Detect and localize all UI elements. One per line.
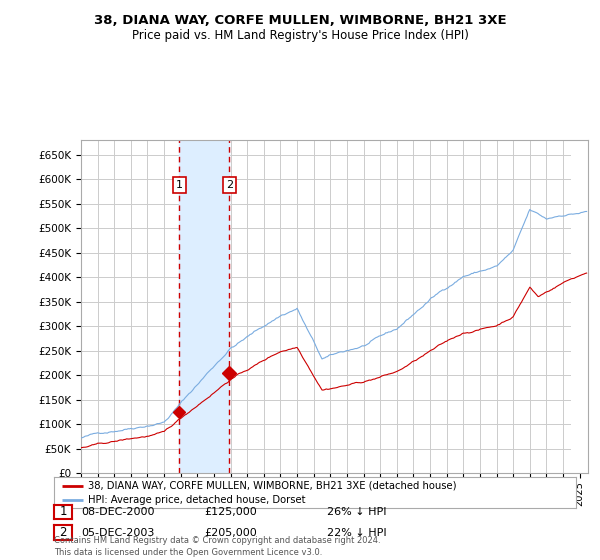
Text: 38, DIANA WAY, CORFE MULLEN, WIMBORNE, BH21 3XE (detached house): 38, DIANA WAY, CORFE MULLEN, WIMBORNE, B…: [88, 480, 457, 491]
Text: 08-DEC-2000: 08-DEC-2000: [81, 507, 155, 517]
Text: 2: 2: [226, 180, 233, 190]
Text: 38, DIANA WAY, CORFE MULLEN, WIMBORNE, BH21 3XE: 38, DIANA WAY, CORFE MULLEN, WIMBORNE, B…: [94, 14, 506, 27]
Text: 05-DEC-2003: 05-DEC-2003: [81, 528, 154, 538]
Text: £205,000: £205,000: [204, 528, 257, 538]
Text: £125,000: £125,000: [204, 507, 257, 517]
Text: HPI: Average price, detached house, Dorset: HPI: Average price, detached house, Dors…: [88, 495, 305, 505]
Bar: [179, 140, 229, 473]
Text: Price paid vs. HM Land Registry's House Price Index (HPI): Price paid vs. HM Land Registry's House …: [131, 29, 469, 42]
Text: 26% ↓ HPI: 26% ↓ HPI: [327, 507, 386, 517]
Text: 1: 1: [59, 505, 67, 519]
Bar: [571, 140, 588, 473]
Text: 2: 2: [59, 526, 67, 539]
Text: 1: 1: [176, 180, 183, 190]
Text: 22% ↓ HPI: 22% ↓ HPI: [327, 528, 386, 538]
Text: Contains HM Land Registry data © Crown copyright and database right 2024.
This d: Contains HM Land Registry data © Crown c…: [54, 536, 380, 557]
